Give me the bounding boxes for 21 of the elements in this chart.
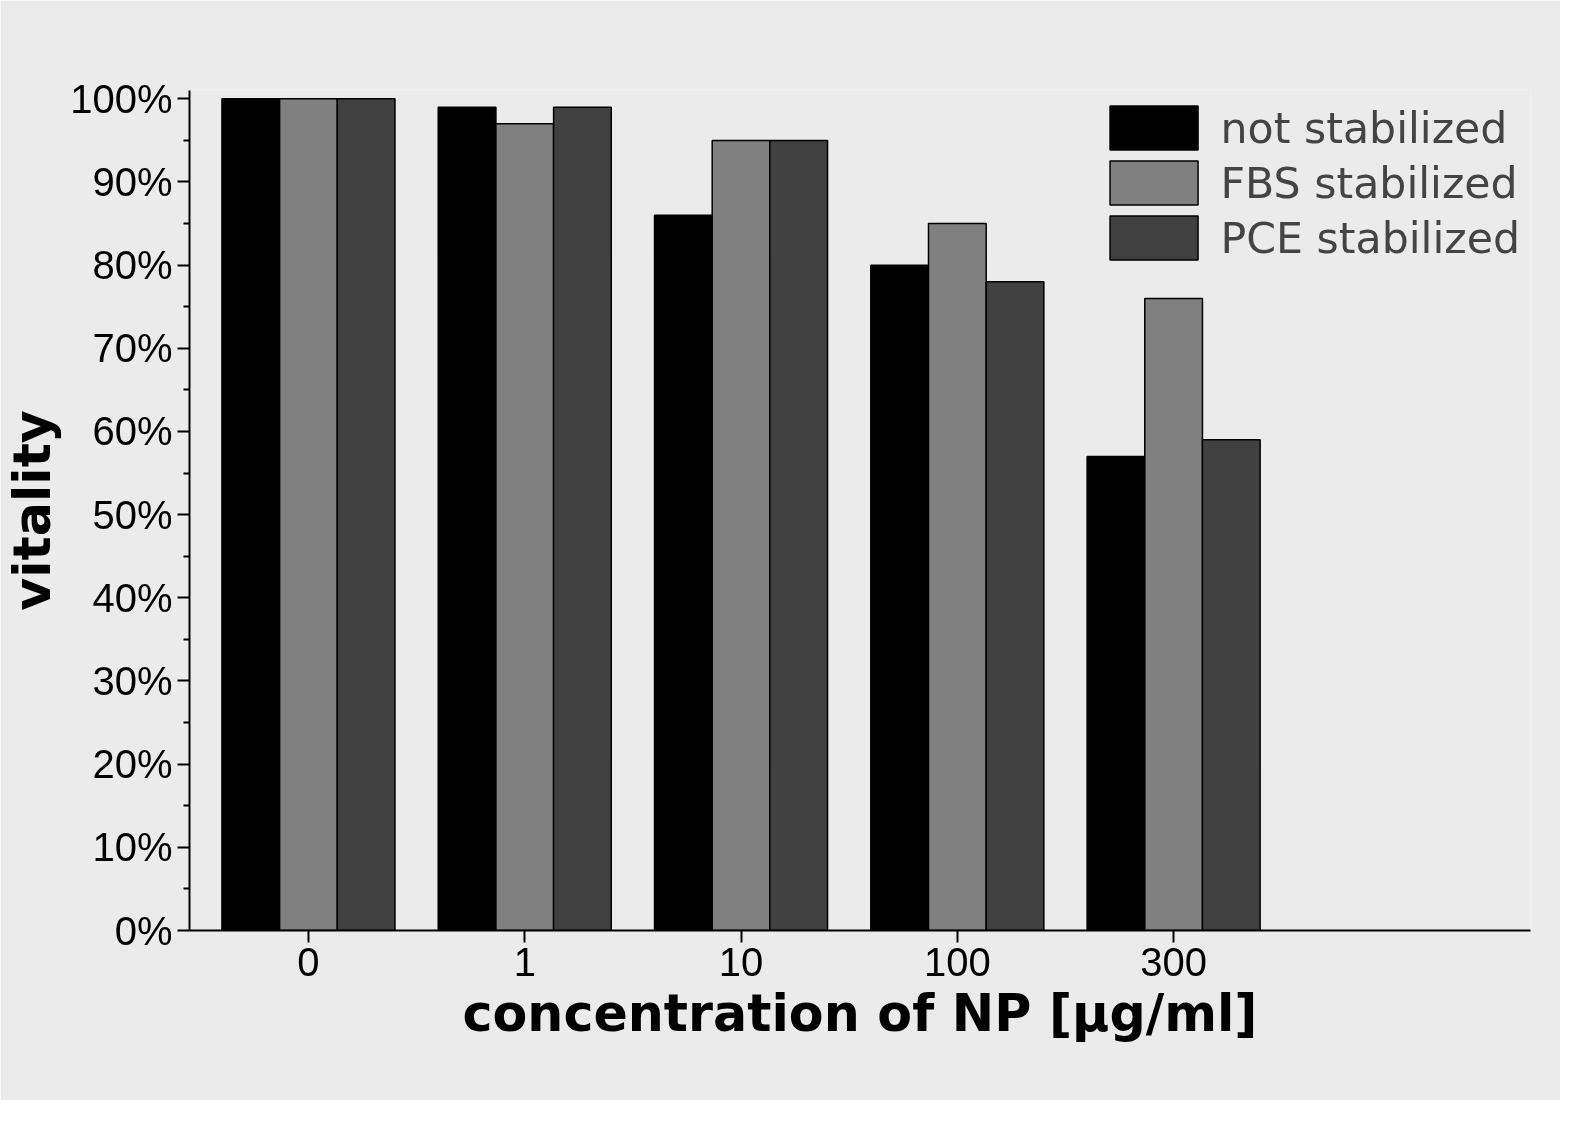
legend-label: PCE stabilized [1220,212,1520,263]
y-axis-title: vitality [3,410,63,611]
x-tick-label: 1 [513,939,536,984]
x-tick-label: 0 [297,939,320,984]
y-tick-label: 80% [92,243,173,288]
x-tick-label: 10 [718,939,764,984]
y-tick-label: 100% [70,76,173,121]
y-tick-label: 20% [92,742,173,787]
x-axis-title: concentration of NP [μg/ml] [462,983,1258,1043]
legend-label: FBS stabilized [1220,157,1518,208]
y-tick-label: 70% [92,326,173,371]
y-tick-label: 10% [92,825,173,870]
y-tick-label: 50% [92,492,173,537]
y-tick-label: 60% [92,409,173,454]
y-tick-label: 40% [92,575,173,620]
y-tick-label: 0% [114,908,173,953]
x-tick-label: 100 [923,939,991,984]
x-tick-label: 300 [1140,939,1207,984]
y-tick-label: 30% [92,659,173,703]
legend-label: not stabilized [1220,102,1508,153]
y-tick-label: 90% [92,159,173,204]
